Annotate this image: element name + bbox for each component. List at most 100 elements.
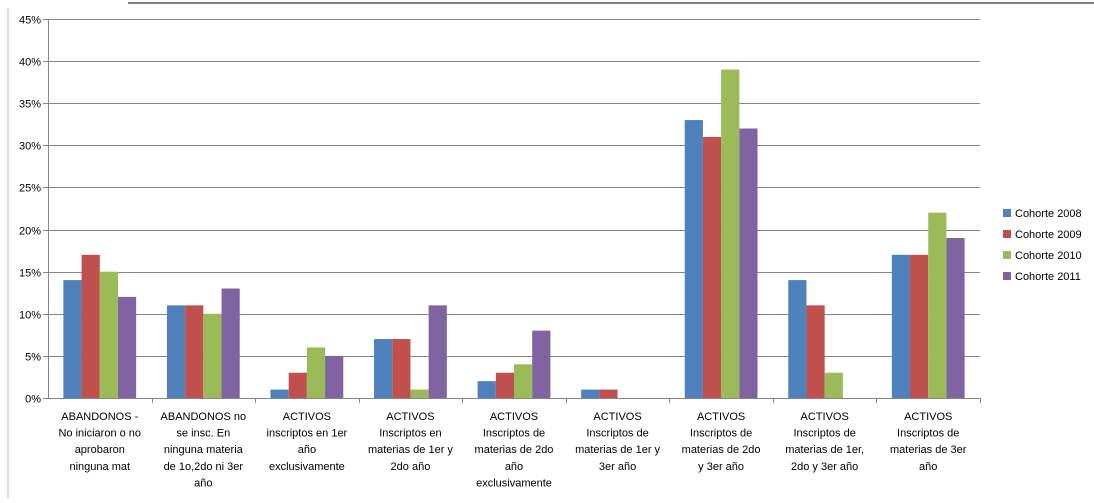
legend-swatch (1003, 209, 1011, 217)
x-tick-label-line: exclusivamente (269, 461, 345, 473)
bar (581, 389, 600, 398)
bar (721, 69, 740, 399)
x-tick-label-line: ABANDONOS - (61, 411, 138, 423)
bar (824, 372, 843, 398)
y-tick-label: 40% (19, 57, 41, 69)
x-tick-label-line: ACTIVOS (593, 411, 641, 423)
bar (325, 355, 344, 398)
bar (806, 305, 825, 398)
legend-label: Cohorte 2008 (1015, 208, 1082, 220)
x-tick-labels: ABANDONOS - No iniciaron o no aprobaron nin… (58, 411, 966, 489)
x-tick-label-line: Inscriptos de (793, 428, 855, 440)
bars (63, 69, 965, 399)
x-tick-label-line: aprobaron (75, 444, 125, 456)
x-tick-label: ACTIVOS Inscriptos en materias de 1er y 2do… (368, 411, 453, 473)
x-tick-label: ACTIVOS inscriptos en 1er año exclusivament… (267, 411, 348, 473)
x-tick-label-line: ABANDONOS no (161, 411, 247, 423)
bar (428, 305, 447, 398)
bar (99, 271, 118, 398)
x-tick-label-line: ACTIVOS (386, 411, 434, 423)
x-tick-label-line: ACTIVOS (904, 411, 952, 423)
x-tick-label-line: materias de 2do (682, 444, 761, 456)
x-tick-label-line: ninguna mat (70, 461, 131, 473)
axes (43, 19, 981, 403)
bar (891, 254, 911, 398)
bar (788, 280, 807, 398)
x-tick-label: ABANDONOS no se insc. En ninguna materia de… (161, 411, 247, 489)
legend-label: Cohorte 2011 (1015, 271, 1081, 283)
x-tick-label: ABANDONOS - No iniciaron o no aprobaron nin… (58, 411, 141, 473)
x-tick-label-line: materias de 3er (890, 444, 967, 456)
x-tick-label-line: de 1o,2do ni 3er (164, 461, 244, 473)
y-tick-label: 10% (19, 310, 41, 322)
bar (410, 389, 429, 398)
x-tick-label-line: Inscriptos de (483, 428, 545, 440)
y-tick-label: 20% (19, 226, 41, 238)
x-tick-label-line: ninguna materia (164, 444, 244, 456)
legend-swatch (1003, 272, 1011, 280)
y-tick-label: 45% (19, 15, 41, 27)
x-tick-label: ACTIVOS Inscriptos de materias de 2do año ex… (475, 411, 554, 489)
bar (946, 237, 965, 398)
bar (203, 313, 222, 398)
bar (514, 364, 533, 398)
x-tick-label-line: año (298, 444, 316, 456)
y-tick-label: 5% (25, 352, 41, 364)
x-tick-label-line: año (194, 477, 212, 489)
x-tick-label: ACTIVOS Inscriptos de materias de 3er año (890, 411, 967, 473)
bar (270, 389, 289, 398)
y-tick-labels: 0% 5% 10% 15% 20% 25% 30% 35% 40% 45% (19, 15, 41, 406)
bar (739, 128, 758, 398)
bar (81, 254, 100, 398)
y-tick-label: 35% (19, 99, 41, 111)
bar (185, 305, 204, 398)
legend: Cohorte 2008 Cohorte 2009 Cohorte 2010 Coho… (1003, 208, 1082, 283)
x-tick-label-line: año (919, 461, 937, 473)
x-tick-label-line: exclusivamente (476, 477, 552, 489)
legend-swatch (1003, 230, 1011, 238)
bar (495, 372, 514, 398)
bar (63, 280, 82, 398)
bar (117, 296, 137, 398)
y-tick-label: 15% (19, 268, 41, 280)
bar (477, 381, 496, 398)
x-tick-label-line: Inscriptos de (586, 428, 648, 440)
bar (392, 339, 411, 398)
bar (684, 120, 703, 399)
bar (374, 339, 393, 398)
x-tick-label: ACTIVOS Inscriptos de materias de 2do y 3er… (682, 411, 761, 473)
bar (928, 212, 947, 398)
x-tick-label-line: Inscriptos de (690, 428, 752, 440)
x-tick-label-line: 3er año (599, 461, 636, 473)
legend-swatch (1003, 251, 1011, 259)
x-tick-label-line: materias de 1er, (785, 444, 864, 456)
x-tick-label-line: Inscriptos en (379, 428, 441, 440)
x-tick-label-line: se insc. En (176, 428, 230, 440)
y-tick-label: 0% (25, 394, 41, 406)
legend-label: Cohorte 2009 (1015, 229, 1082, 241)
x-tick-label-line: materias de 1er y (368, 444, 453, 456)
bar (702, 136, 722, 398)
x-tick-label-line: ACTIVOS (801, 411, 849, 423)
x-tick-label-line: materias de 2do (475, 444, 554, 456)
y-tick-label: 25% (19, 183, 41, 195)
x-tick-label-line: ACTIVOS (697, 411, 745, 423)
x-tick-label: ACTIVOS Inscriptos de materias de 1er y 3er… (575, 411, 660, 473)
bar (306, 347, 326, 398)
legend-label: Cohorte 2010 (1015, 250, 1082, 262)
x-tick-label-line: ACTIVOS (283, 411, 331, 423)
y-tick-label: 30% (19, 141, 41, 153)
x-tick-label: ACTIVOS Inscriptos de materias de 1er, 2do … (785, 411, 864, 473)
x-tick-label-line: y 3er año (698, 461, 744, 473)
x-tick-label-line: ACTIVOS (490, 411, 538, 423)
bar (910, 254, 929, 398)
x-tick-label-line: año (505, 461, 523, 473)
x-tick-label-line: inscriptos en 1er (267, 428, 348, 440)
bar (221, 288, 240, 398)
x-tick-label-line: 2do y 3er año (791, 461, 858, 473)
x-tick-label-line: 2do año (391, 461, 431, 473)
x-tick-label-line: materias de 1er y (575, 444, 660, 456)
bar (166, 305, 186, 398)
